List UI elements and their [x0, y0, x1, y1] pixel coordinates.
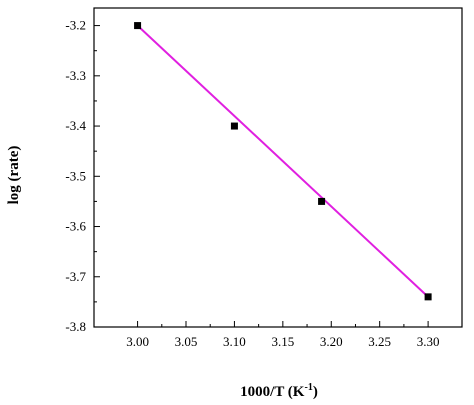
x-axis-ticks: 3.00 3.05 3.10 3.15 3.20 3.25 3.30	[126, 321, 439, 349]
y-tick-label: -3.2	[65, 18, 86, 33]
y-tick-label: -3.7	[65, 269, 86, 284]
x-tick-label: 3.15	[271, 334, 294, 349]
x-tick-label: 3.10	[223, 334, 246, 349]
y-tick-label: -3.6	[65, 219, 86, 234]
x-axis-title: 1000/T (K-1)	[240, 382, 318, 400]
fit-line	[136, 24, 429, 298]
plot-frame	[93, 7, 463, 328]
data-point	[424, 293, 432, 301]
x-axis-title-main: 1000/T (K	[240, 384, 305, 400]
x-tick-label: 3.05	[175, 334, 198, 349]
y-tick-label: -3.5	[65, 168, 86, 183]
x-tick-label: 3.30	[417, 334, 440, 349]
y-tick-label: -3.4	[65, 118, 86, 133]
axes	[93, 7, 463, 328]
x-axis-title-superscript: -1	[304, 382, 312, 393]
y-axis-ticks: -3.2 -3.3 -3.4 -3.5 -3.6 -3.7 -3.8	[65, 18, 100, 334]
y-tick-label: -3.3	[65, 68, 86, 83]
data-point	[134, 22, 142, 30]
x-tick-label: 3.20	[320, 334, 343, 349]
data-point	[230, 122, 238, 130]
y-axis-title: log (rate)	[6, 146, 22, 205]
fit-line-group	[136, 24, 429, 298]
x-axis-title-suffix: )	[313, 384, 318, 400]
data-points	[134, 22, 432, 301]
data-point	[318, 197, 326, 205]
y-tick-label: -3.8	[65, 319, 86, 334]
x-tick-label: 3.00	[126, 334, 149, 349]
x-tick-label: 3.25	[368, 334, 391, 349]
